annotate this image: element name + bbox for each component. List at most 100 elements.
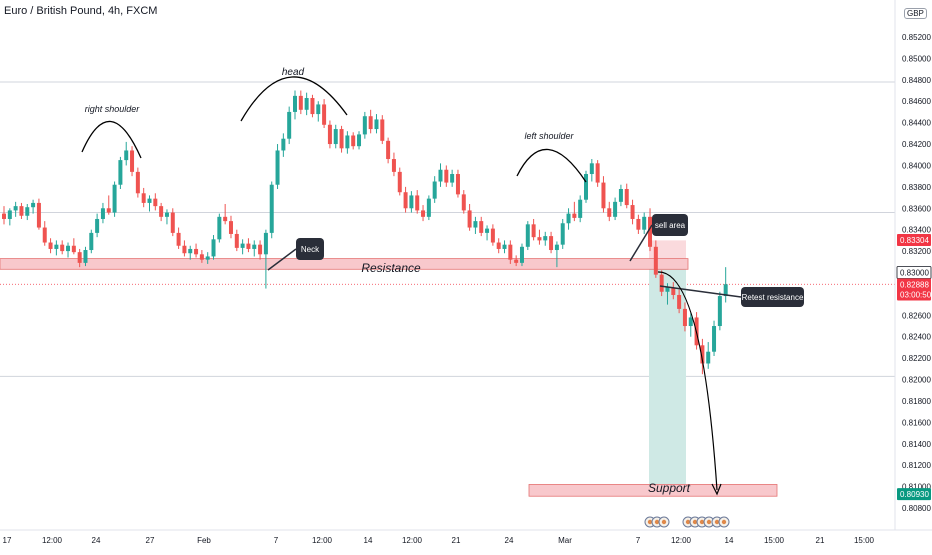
left-shoulder-arc xyxy=(516,148,587,183)
candle-body xyxy=(118,160,123,185)
candle-body xyxy=(36,202,41,228)
resistance-label: Resistance xyxy=(361,261,421,275)
candle-body xyxy=(560,223,565,245)
event-icon-dot xyxy=(714,519,720,525)
candle-body xyxy=(426,198,431,217)
candle-body xyxy=(665,287,670,292)
candle-body xyxy=(351,135,356,147)
candle-body xyxy=(659,274,664,292)
event-icon-dot xyxy=(647,519,653,525)
time-tick-label: 15:00 xyxy=(854,536,875,545)
time-tick-label: 15:00 xyxy=(764,536,785,545)
candle-body xyxy=(159,206,164,217)
candle-body xyxy=(48,242,53,249)
sell-area-callout-label: sell area xyxy=(655,221,686,230)
currency-badge[interactable]: GBP xyxy=(904,8,927,19)
candle-body xyxy=(89,232,94,251)
time-tick-label: 24 xyxy=(505,536,514,545)
last-price-tag xyxy=(897,278,931,301)
candle-body xyxy=(252,244,257,249)
time-tick-label: 14 xyxy=(725,536,734,545)
candle-body xyxy=(339,129,344,149)
candle-body xyxy=(508,244,513,260)
candle-body xyxy=(223,216,228,222)
candle-body xyxy=(554,244,559,251)
candle-body xyxy=(194,248,199,255)
candle-body xyxy=(199,254,204,260)
candle-body xyxy=(368,116,373,130)
neck-callout-box xyxy=(296,238,324,260)
candle-body xyxy=(42,227,47,243)
price-tick-label: 0.84600 xyxy=(902,97,931,106)
price-tick-label: 0.82000 xyxy=(902,376,931,385)
candle-body xyxy=(514,259,519,263)
right-shoulder-arc xyxy=(81,120,142,159)
price-tick-label: 0.85000 xyxy=(902,54,931,63)
candle-body xyxy=(228,221,233,234)
candle-body xyxy=(327,124,332,145)
candle-body xyxy=(496,242,501,249)
candle-body xyxy=(531,224,536,238)
candle-body xyxy=(298,95,303,110)
candle-body xyxy=(717,296,722,327)
annotations-layer: right shoulder head left shoulder Resistanc… xyxy=(81,67,804,528)
candle-body xyxy=(2,213,6,219)
price-tick-label: 0.85200 xyxy=(902,33,931,42)
event-icon-dot xyxy=(699,519,705,525)
candle-body xyxy=(275,150,280,185)
head-label: head xyxy=(282,67,305,78)
candle-body xyxy=(653,246,658,275)
price-tick-label: 0.83600 xyxy=(902,204,931,213)
candle-body xyxy=(188,248,193,254)
candle-body xyxy=(415,195,420,211)
candle-body xyxy=(316,104,321,115)
time-tick-label: 14 xyxy=(364,536,373,545)
candle-body xyxy=(362,116,367,135)
candle-body xyxy=(263,232,268,255)
symbol-title: Euro / British Pound, 4h, FXCM xyxy=(4,5,158,17)
candle-body xyxy=(83,250,88,263)
candle-body xyxy=(578,199,583,218)
candle-body xyxy=(281,138,286,151)
candle-body xyxy=(648,216,653,247)
candle-body xyxy=(630,205,635,219)
time-tick-label: 12:00 xyxy=(671,536,692,545)
left-shoulder-label: left shoulder xyxy=(524,131,574,141)
candle-body xyxy=(95,218,100,233)
candle-body xyxy=(293,95,297,112)
price-tick-label: 0.81400 xyxy=(902,440,931,449)
candle-body xyxy=(601,182,606,209)
candle-body xyxy=(712,326,717,352)
time-tick-label: 7 xyxy=(636,536,641,545)
price-tick-label: 0.81200 xyxy=(902,461,931,470)
time-tick-label: 12:00 xyxy=(42,536,63,545)
candle-body xyxy=(66,245,71,252)
time-tick-label: Mar xyxy=(558,536,572,545)
candle-body xyxy=(182,245,187,254)
time-tick-label: 24 xyxy=(92,536,101,545)
candle-body xyxy=(688,317,693,327)
candle-body xyxy=(345,135,350,149)
candle-body xyxy=(700,345,705,364)
candle-body xyxy=(211,239,216,257)
candle-body xyxy=(421,210,426,217)
event-icon-dot xyxy=(685,519,691,525)
retest-callout-box xyxy=(741,287,804,307)
price-tick-label: 0.84800 xyxy=(902,76,931,85)
candle-body xyxy=(473,221,478,228)
candle-body xyxy=(671,287,676,295)
time-tick-label: 7 xyxy=(274,536,279,545)
time-tick-label: 17 xyxy=(3,536,12,545)
price-tick-label: 0.84400 xyxy=(902,119,931,128)
support-zone xyxy=(528,484,778,497)
time-tick-label: 12:00 xyxy=(312,536,333,545)
candle-body xyxy=(595,163,600,183)
candle-body xyxy=(234,233,239,248)
candle-body xyxy=(519,246,524,263)
price-tick-label: 0.83800 xyxy=(902,183,931,192)
candle-body xyxy=(380,119,385,141)
time-tick-label: Feb xyxy=(197,536,211,545)
target-price-label: 0.80930 xyxy=(900,490,929,499)
